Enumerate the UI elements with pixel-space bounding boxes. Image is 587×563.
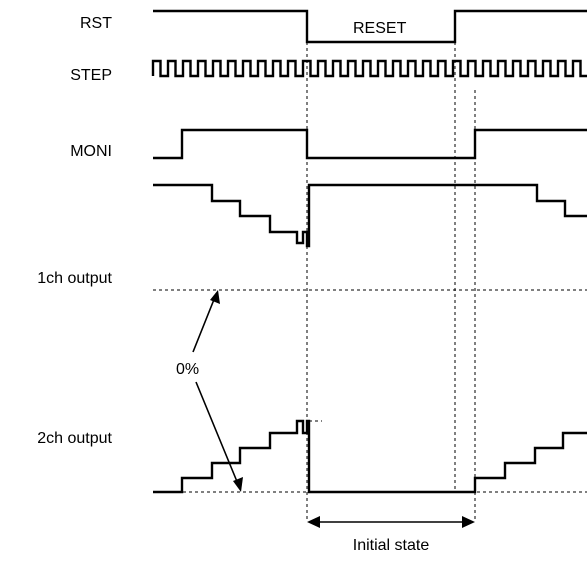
zero-arrow-up-shaft <box>192 296 216 353</box>
reset-annotation: RESET <box>353 20 407 37</box>
step-waveform <box>151 59 587 78</box>
ch2-output-label: 2ch output <box>37 430 112 447</box>
initial-state-arrow-right-head <box>462 516 475 528</box>
initial-state-label: Initial state <box>353 537 430 554</box>
moni-waveform <box>153 128 587 160</box>
ch2-output-waveform <box>153 419 587 494</box>
zero-arrow-up-head <box>210 290 220 304</box>
ch1-output-waveform <box>153 183 587 248</box>
rst-waveform <box>153 9 587 44</box>
moni-label: MONI <box>70 143 112 160</box>
zero-arrow-down-shaft <box>195 381 239 485</box>
zero-arrow-down-head <box>233 477 243 492</box>
zero-percent-label: 0% <box>176 361 199 378</box>
initial-state-arrow-left-head <box>307 516 320 528</box>
rst-label: RST <box>80 15 112 32</box>
step-label: STEP <box>70 67 112 84</box>
ch1-output-label: 1ch output <box>37 270 112 287</box>
